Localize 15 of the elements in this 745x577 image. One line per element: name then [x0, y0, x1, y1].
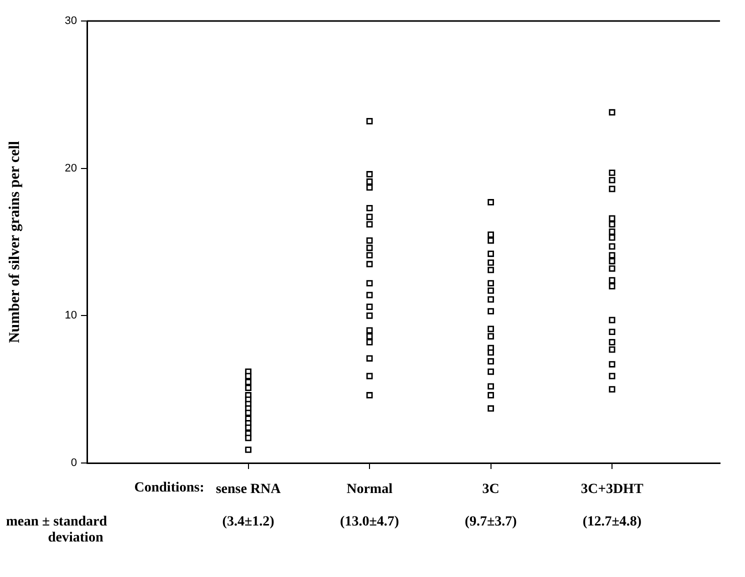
x-tick-label: 3C [482, 482, 500, 498]
x-tick-label: 3C+3DHT [580, 482, 644, 498]
text: (13.0±4.7) [340, 514, 400, 530]
y-tick-label: 0 [70, 457, 77, 470]
x-tick-label: Normal [346, 482, 393, 498]
y-axis-title: Number of silver grains per cell [6, 140, 23, 344]
text: (9.7±3.7) [464, 514, 518, 530]
text: mean ± standard deviation [6, 514, 108, 546]
y-tick-label: 10 [64, 310, 77, 322]
text: (3.4±1.2) [222, 514, 275, 530]
y-tick-label: 30 [64, 15, 77, 28]
x-tick-label: sense RNA [216, 482, 282, 498]
text: (12.7±4.8) [582, 514, 642, 530]
y-tick-label: 20 [64, 162, 77, 174]
text: Conditions: [134, 480, 204, 496]
